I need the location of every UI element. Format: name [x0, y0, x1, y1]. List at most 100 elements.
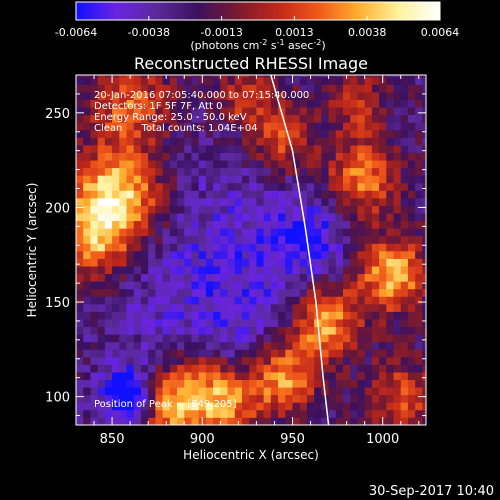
heatmap-cell [256, 145, 265, 153]
heatmap-cell [241, 258, 250, 267]
heatmap-cell [241, 228, 250, 237]
heatmap-cell [314, 394, 322, 403]
heatmap-cell [379, 243, 387, 252]
heatmap-cell [241, 273, 250, 282]
heatmap-cell [343, 197, 351, 206]
heatmap-cell [213, 137, 221, 146]
heatmap-cell [191, 84, 200, 93]
heatmap-cell [263, 281, 272, 290]
heatmap-cell [148, 296, 156, 305]
heatmap-cell [104, 129, 113, 138]
heatmap-cell [407, 84, 416, 93]
heatmap-cell [148, 266, 156, 275]
heatmap-cell [155, 409, 163, 418]
heatmap-cell [133, 197, 142, 206]
heatmap-cell [321, 84, 329, 93]
heatmap-cell [205, 273, 214, 282]
heatmap-cell [90, 76, 99, 85]
heatmap-cell [148, 220, 156, 229]
heatmap-cell [155, 129, 163, 138]
heatmap-cell [162, 364, 171, 373]
heatmap-cell [198, 364, 207, 373]
heatmap-cell [292, 228, 301, 237]
heatmap-cell [213, 402, 221, 411]
heatmap-cell [422, 387, 426, 396]
heatmap-cell [263, 341, 272, 350]
heatmap-cell [379, 84, 387, 93]
heatmap-cell [393, 319, 402, 328]
heatmap-cell [133, 303, 142, 312]
heatmap-cell [177, 220, 185, 229]
heatmap-cell [407, 76, 416, 85]
heatmap-cell [371, 129, 380, 138]
heatmap-cell [422, 349, 426, 358]
heatmap-cell [227, 266, 236, 275]
heatmap-cell [177, 387, 185, 396]
heatmap-cell [400, 160, 409, 169]
heatmap-cell [386, 273, 394, 282]
heatmap-cell [299, 296, 308, 305]
heatmap-cell [350, 243, 358, 252]
heatmap-cell [76, 394, 84, 403]
heatmap-cell [299, 160, 308, 169]
heatmap-cell [234, 182, 243, 191]
heatmap-cell [184, 372, 192, 380]
heatmap-cell [205, 296, 214, 305]
heatmap-cell [169, 122, 178, 131]
heatmap-cell [335, 160, 344, 169]
heatmap-cell [314, 258, 322, 267]
heatmap-cell [328, 175, 337, 184]
heatmap-cell [407, 303, 416, 312]
heatmap-cell [162, 288, 171, 297]
heatmap-cell [191, 273, 200, 282]
heatmap-cell [379, 296, 387, 305]
heatmap-cell [285, 205, 293, 214]
heatmap-cell [371, 364, 380, 373]
heatmap-cell [314, 235, 322, 244]
heatmap-cell [270, 107, 279, 116]
heatmap-cell [162, 190, 171, 199]
heatmap-cell [328, 107, 337, 116]
heatmap-cell [270, 137, 279, 146]
heatmap-cell [343, 220, 351, 229]
heatmap-cell [162, 167, 171, 176]
heatmap-cell [126, 402, 135, 411]
heatmap-cell [133, 145, 142, 153]
heatmap-cell [155, 160, 163, 169]
heatmap-cell [357, 129, 366, 138]
heatmap-cell [90, 296, 99, 305]
heatmap-cell [148, 364, 156, 373]
heatmap-cell [249, 220, 257, 229]
heatmap-cell [270, 250, 279, 259]
heatmap-cell [227, 402, 236, 411]
heatmap-cell [177, 92, 185, 100]
heatmap-cell [133, 417, 142, 425]
heatmap-cell [292, 197, 301, 206]
heatmap-cell [350, 288, 358, 297]
heatmap-cell [104, 273, 113, 282]
heatmap-cell [162, 92, 171, 100]
heatmap-cell [148, 152, 156, 161]
heatmap-cell [278, 145, 286, 153]
heatmap-cell [371, 99, 380, 108]
heatmap-cell [104, 137, 113, 146]
heatmap-cell [415, 273, 423, 282]
heatmap-cell [249, 311, 257, 320]
heatmap-cell [386, 182, 394, 191]
heatmap-cell [350, 220, 358, 229]
heatmap-cell [249, 281, 257, 290]
heatmap-cell [278, 152, 286, 161]
heatmap-cell [205, 266, 214, 275]
heatmap-cell [104, 213, 113, 222]
heatmap-cell [97, 205, 106, 214]
heatmap-cell [169, 281, 178, 290]
x-axis-label: Heliocentric X (arcsec) [183, 448, 319, 462]
heatmap-cell [350, 137, 358, 146]
heatmap-cell [198, 114, 207, 123]
x-tick-label: 1000 [366, 432, 399, 447]
heatmap-cell [292, 175, 301, 184]
heatmap-cell [220, 319, 228, 328]
heatmap-cell [357, 303, 366, 312]
heatmap-cell [191, 129, 200, 138]
heatmap-cell [133, 205, 142, 214]
